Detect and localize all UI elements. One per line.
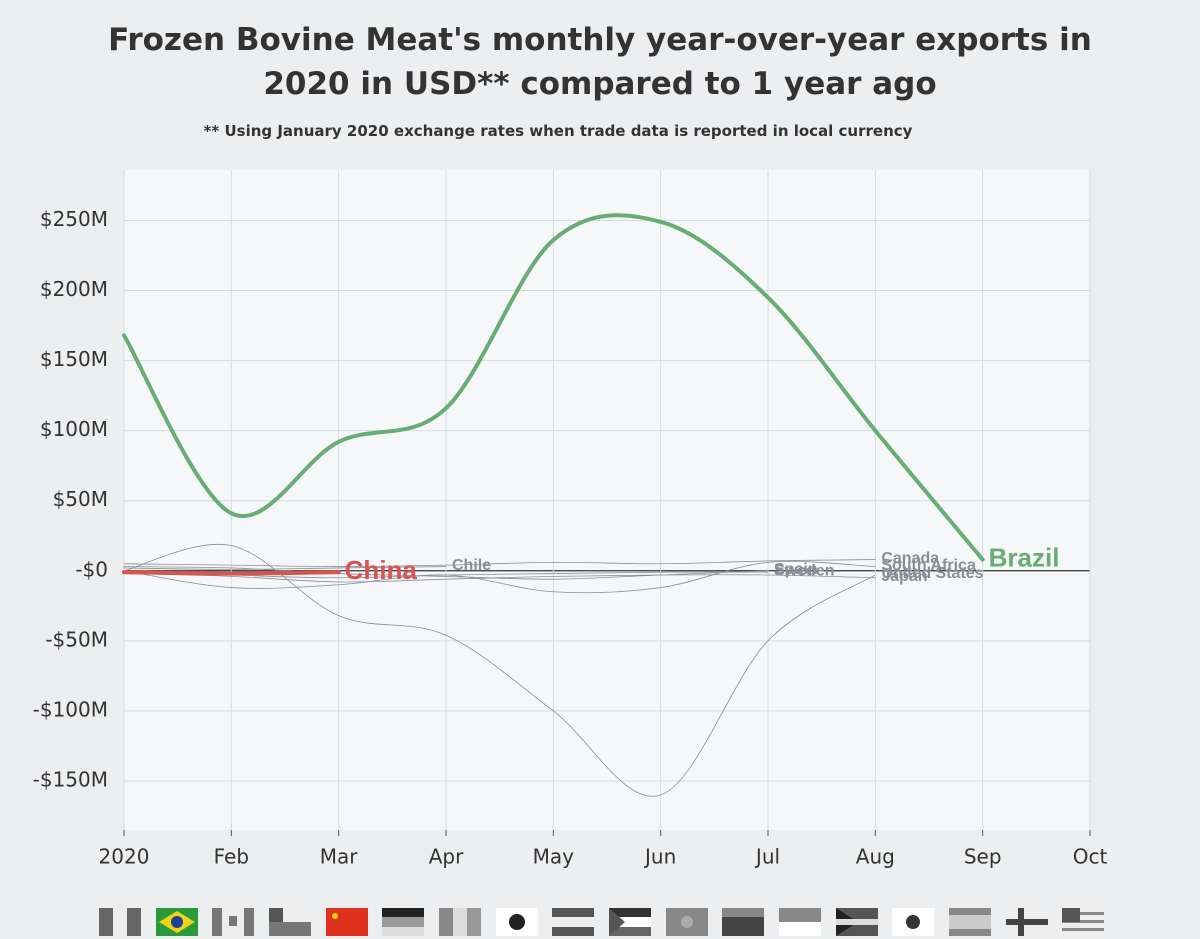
flags (99, 908, 1104, 936)
series-label: Chile (452, 557, 491, 574)
series-label: Canada (881, 550, 939, 567)
y-tick-label: -$50M (45, 627, 108, 651)
y-tick-label: $250M (40, 207, 108, 231)
series-label: South Africa (881, 557, 976, 574)
y-tick-label: -$0 (75, 557, 108, 581)
x-tick-label: Jul (754, 845, 780, 869)
x-tick-label: Oct (1073, 845, 1108, 869)
series-line (123, 559, 876, 567)
x-tick-label: Apr (429, 845, 464, 869)
x-tick-label: Jun (643, 845, 676, 869)
plot-area (124, 170, 1090, 830)
y-tick-label: -$100M (33, 697, 108, 721)
series-label: Spain (774, 561, 818, 578)
series-label: China (345, 555, 418, 585)
x-tick-label: Feb (214, 845, 249, 869)
series-line (122, 570, 341, 576)
series-label: Brazil (989, 542, 1060, 572)
y-tick-label: $150M (40, 347, 108, 371)
series-label: Sweden (774, 562, 834, 579)
y-tick-label: -$150M (33, 767, 108, 791)
series-line (123, 560, 876, 594)
y-tick-label: $100M (40, 417, 108, 441)
y-tick-label: $50M (53, 487, 108, 511)
series-line (123, 566, 447, 570)
series-line (122, 213, 985, 562)
x-tick-label: Mar (320, 845, 359, 869)
chart-subtitle: ** Using January 2020 exchange rates whe… (203, 122, 913, 140)
y-tick-label: $200M (40, 277, 108, 301)
series-label: United States (881, 565, 983, 582)
x-tick-label: Sep (964, 845, 1002, 869)
x-tick-label: May (533, 845, 575, 869)
x-tick-label: 2020 (99, 845, 150, 869)
x-tick-label: Aug (856, 845, 895, 869)
series-line (123, 573, 876, 583)
series-line (123, 543, 876, 797)
series-line (123, 566, 769, 580)
chart-title: Frozen Bovine Meat's monthly year-over-y… (108, 22, 1092, 102)
series-label: Japan (881, 568, 927, 585)
